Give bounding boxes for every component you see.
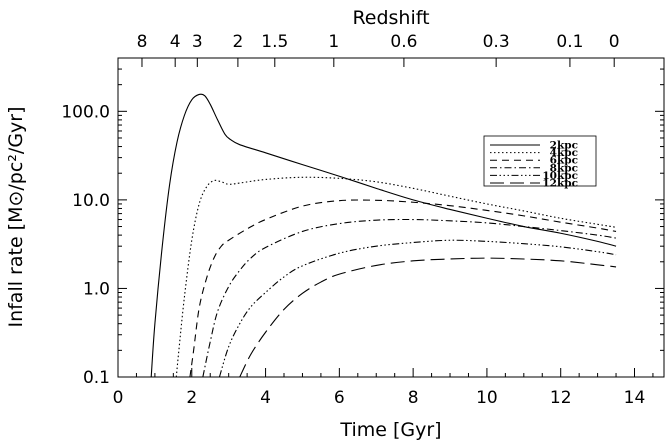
y-tick-label: 1.0 bbox=[83, 279, 110, 299]
series-layer bbox=[150, 93, 617, 377]
x-tick-label: 2 bbox=[186, 388, 197, 408]
x-tick-label: 12 bbox=[550, 388, 572, 408]
top-tick-label: 0.3 bbox=[483, 32, 510, 52]
x-tick-label: 6 bbox=[334, 388, 345, 408]
x-tick-label: 4 bbox=[260, 388, 271, 408]
legend-label: 4kpc bbox=[550, 147, 578, 159]
series-line-8kpc bbox=[202, 218, 617, 377]
legend-label: 2kpc bbox=[550, 140, 578, 152]
x-tick-label: 8 bbox=[408, 388, 419, 408]
y-tick-label: 100.0 bbox=[61, 102, 110, 122]
top-tick-label: 4 bbox=[170, 32, 181, 52]
top-tick-label: 0.6 bbox=[390, 32, 417, 52]
x-axis-title: Time [Gyr] bbox=[339, 419, 441, 441]
series-line-12kpc bbox=[239, 257, 617, 377]
series-line-2kpc bbox=[150, 93, 617, 377]
series-line-10kpc bbox=[218, 239, 617, 377]
legend-label: 8kpc bbox=[550, 162, 578, 174]
legend-box bbox=[483, 135, 597, 187]
top-tick-label: 1 bbox=[328, 32, 339, 52]
top-axis-title: Redshift bbox=[352, 7, 429, 29]
top-tick-label: 2 bbox=[232, 32, 243, 52]
legend-label: 12kpc bbox=[542, 178, 578, 190]
top-tick-label: 8 bbox=[137, 32, 148, 52]
axis-ticks: 0 2 4 6 8 10 12 148 4 3 2 1.5 1 0.6 0.3 0.1 00.11.010.01… bbox=[61, 32, 664, 408]
legend-label: 6kpc bbox=[550, 155, 578, 167]
y-tick-label: 10.0 bbox=[72, 191, 110, 211]
top-tick-label: 3 bbox=[192, 32, 203, 52]
top-tick-label: 0 bbox=[609, 32, 620, 52]
series-line-4kpc bbox=[175, 176, 617, 377]
legend-label: 10kpc bbox=[542, 170, 578, 182]
y-axis-title: Infall rate [M⊙/pc²/Gyr] bbox=[5, 106, 27, 327]
top-tick-label: 0.1 bbox=[556, 32, 583, 52]
series-line-6kpc bbox=[189, 199, 617, 377]
y-tick-label: 0.1 bbox=[83, 368, 110, 388]
top-tick-label: 1.5 bbox=[261, 32, 288, 52]
x-tick-label: 0 bbox=[113, 388, 124, 408]
x-tick-label: 14 bbox=[624, 388, 646, 408]
plot-frame bbox=[117, 57, 665, 378]
x-tick-label: 10 bbox=[476, 388, 498, 408]
